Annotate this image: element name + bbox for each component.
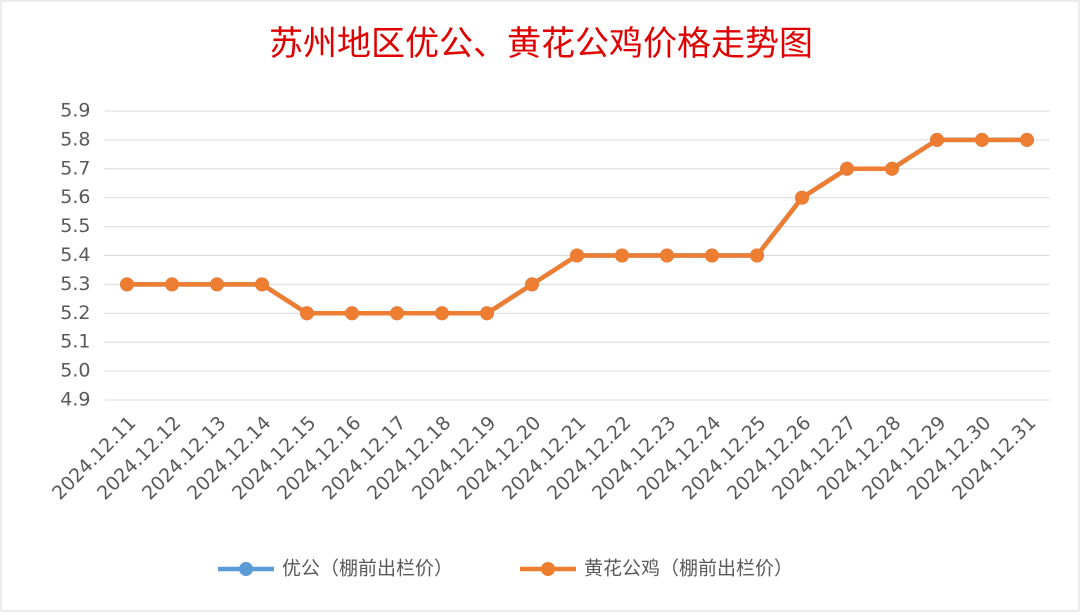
y-tick-label: 5.0 — [60, 360, 90, 382]
point — [660, 248, 674, 263]
y-tick-label: 4.9 — [60, 389, 90, 411]
y-tick-label: 5.5 — [60, 215, 90, 237]
y-tick-label: 5.9 — [60, 100, 90, 122]
point — [210, 277, 224, 292]
point — [165, 277, 179, 292]
y-tick-label: 5.3 — [60, 273, 90, 295]
point — [300, 306, 314, 321]
point — [390, 306, 404, 321]
chart-title: 苏州地区优公、黄花公鸡价格走势图 — [269, 24, 813, 64]
y-tick-label: 5.4 — [60, 244, 90, 266]
point — [615, 248, 629, 263]
point — [840, 161, 854, 176]
point — [480, 306, 494, 321]
legend-marker — [239, 562, 253, 576]
y-tick-label: 5.8 — [60, 128, 90, 150]
point — [795, 190, 809, 205]
point — [570, 248, 584, 263]
point — [930, 132, 944, 147]
point — [525, 277, 539, 292]
point — [1020, 132, 1034, 147]
point — [975, 132, 989, 147]
legend-label: 优公（棚前出栏价） — [282, 558, 453, 580]
point — [255, 277, 269, 292]
point — [435, 306, 449, 321]
point — [885, 161, 899, 176]
point — [750, 248, 764, 263]
point — [120, 277, 134, 292]
legend-label: 黄花公鸡（棚前出栏价） — [584, 558, 793, 580]
point — [705, 248, 719, 263]
point — [345, 306, 359, 321]
y-tick-label: 5.2 — [60, 302, 90, 324]
y-tick-label: 5.7 — [60, 157, 90, 179]
y-tick-label: 5.6 — [60, 186, 90, 208]
legend-marker — [541, 562, 555, 576]
y-tick-label: 5.1 — [60, 331, 90, 353]
